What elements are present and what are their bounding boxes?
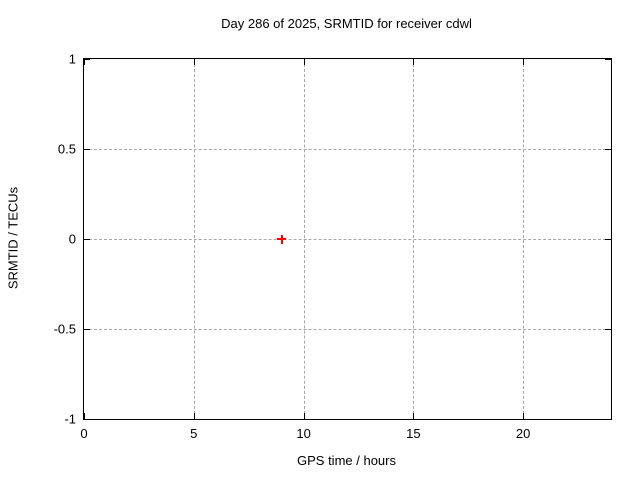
y-tick-label: -0.5: [53, 321, 76, 337]
x-tick-label: 15: [406, 426, 421, 441]
x-tick-mark-top: [413, 59, 415, 65]
x-tick-mark-bottom: [193, 413, 195, 419]
y-tick-mark-left: [84, 419, 90, 420]
y-tick-mark-left: [84, 149, 90, 150]
x-tick-label: 10: [296, 426, 311, 441]
y-tick-label: -1: [64, 411, 76, 427]
y-tick-mark-right: [605, 419, 611, 420]
y-tick-mark-right: [605, 329, 611, 330]
y-tick-mark-left: [84, 329, 90, 330]
x-tick-mark-top: [193, 59, 195, 65]
chart-title: Day 286 of 2025, SRMTID for receiver cdw…: [221, 16, 472, 31]
x-tick-mark-bottom: [84, 413, 85, 419]
y-gridline: [84, 329, 611, 330]
x-tick-label: 5: [190, 426, 198, 441]
y-tick-mark-left: [84, 239, 90, 240]
x-tick-label: 0: [80, 426, 88, 441]
y-gridline: [84, 149, 611, 150]
x-tick-mark-top: [303, 59, 305, 65]
x-axis-label: GPS time / hours: [297, 453, 396, 468]
x-tick-mark-bottom: [303, 413, 305, 419]
y-tick-label: 1: [68, 51, 76, 67]
x-tick-mark-bottom: [523, 413, 525, 419]
y-gridline: [84, 239, 611, 240]
y-tick-label: 0.5: [57, 141, 76, 157]
x-tick-mark-top: [84, 59, 85, 65]
plot-area: 0 5 10 15 20 -1 -0.5 0 0.5 1: [54, 52, 612, 441]
y-axis-label: SRMTID / TECUs: [5, 186, 21, 290]
x-tick-mark-bottom: [413, 413, 415, 419]
data-point-marker: [280, 234, 283, 244]
y-tick-mark-right: [605, 149, 611, 150]
x-tick-mark-top: [523, 59, 525, 65]
y-tick-mark-right: [605, 59, 611, 60]
y-tick-label: 0: [68, 231, 76, 247]
y-tick-mark-right: [605, 239, 611, 240]
y-tick-mark-left: [84, 59, 90, 60]
x-tick-label: 20: [515, 426, 531, 441]
